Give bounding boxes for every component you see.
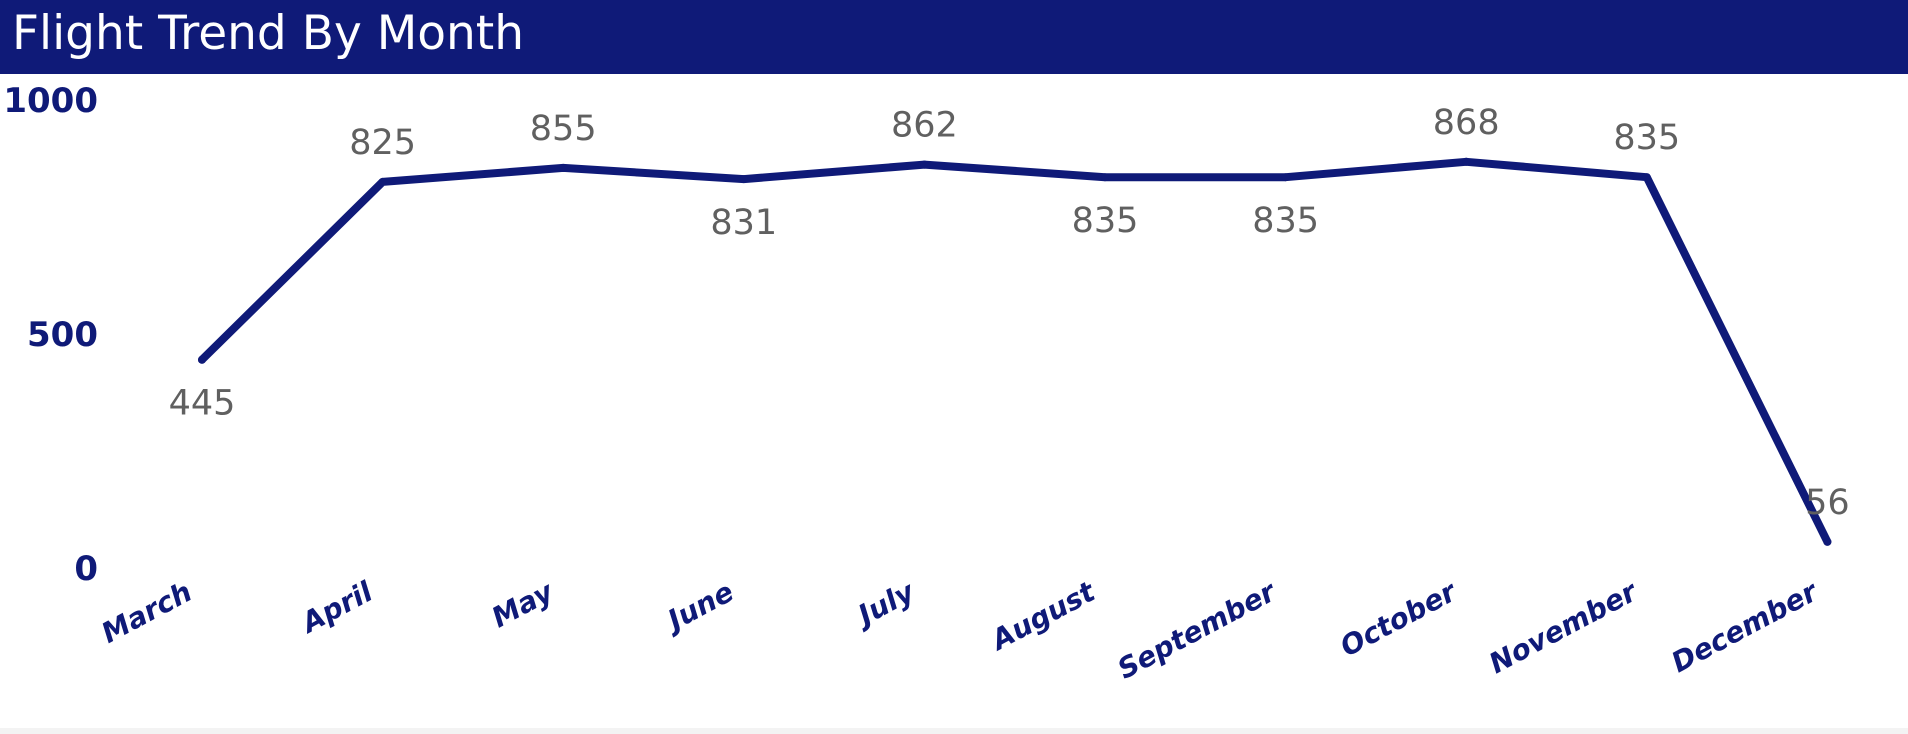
- data-label-august: 835: [1072, 201, 1139, 241]
- y-tick-label-500: 500: [27, 315, 98, 355]
- x-tick-label-august: August: [984, 574, 1101, 657]
- x-tick-label-april: April: [295, 575, 379, 640]
- data-label-october: 868: [1433, 103, 1500, 143]
- data-label-may: 855: [530, 109, 597, 149]
- x-tick-label-may: May: [486, 574, 560, 634]
- data-point-october: [1462, 157, 1471, 166]
- data-point-may: [559, 163, 568, 172]
- data-label-november: 835: [1613, 118, 1680, 158]
- data-label-june: 831: [710, 203, 777, 243]
- series-line: [198, 157, 1832, 546]
- x-tick-label-november: November: [1484, 574, 1644, 680]
- chart-title: Flight Trend By Month: [12, 6, 525, 61]
- y-tick-label-0: 0: [74, 549, 98, 589]
- x-tick-label-june: June: [658, 575, 739, 639]
- x-tick-label-july: July: [848, 574, 921, 634]
- y-tick-label-1000: 1000: [3, 81, 98, 121]
- x-tick-label-october: October: [1335, 574, 1464, 663]
- data-label-december: 56: [1805, 483, 1850, 523]
- x-tick-label-december: December: [1666, 574, 1825, 679]
- x-tick-label-march: March: [96, 575, 197, 650]
- data-point-december: [1823, 537, 1832, 546]
- data-point-november: [1642, 173, 1651, 182]
- x-tick-label-september: September: [1112, 574, 1283, 686]
- data-label-july: 862: [891, 106, 958, 146]
- data-point-july: [920, 160, 929, 169]
- data-label-september: 835: [1252, 201, 1319, 241]
- data-label-april: 825: [349, 123, 416, 163]
- data-point-april: [378, 177, 387, 186]
- data-point-september: [1281, 173, 1290, 182]
- chart-header: Flight Trend By Month: [0, 0, 1908, 74]
- data-label-march: 445: [169, 384, 236, 424]
- data-point-march: [198, 355, 206, 364]
- data-point-august: [1101, 173, 1109, 182]
- data-point-june: [739, 175, 748, 184]
